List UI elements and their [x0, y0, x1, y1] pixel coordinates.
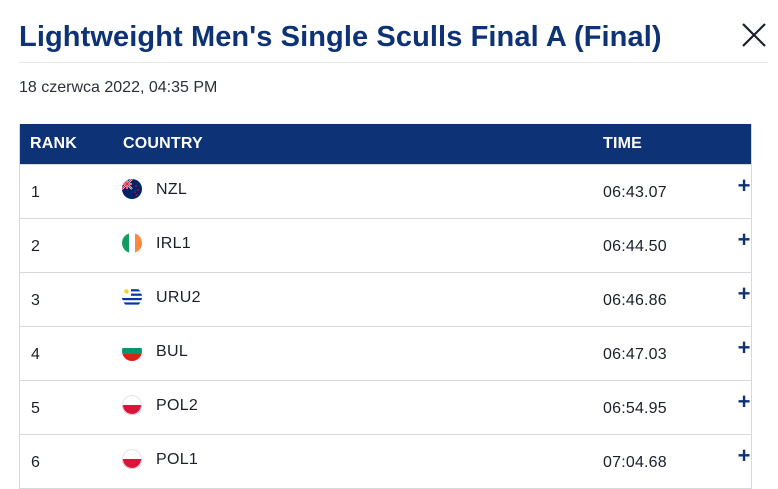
time-cell: 06:44.50	[603, 238, 667, 255]
table-row[interactable]: 1 NZL 06:43.07 +	[20, 164, 751, 218]
rank-cell: 2	[31, 238, 40, 255]
flag-uru-icon	[122, 287, 142, 307]
table-row[interactable]: 3 URU2 06:46.86 +	[20, 272, 751, 326]
time-cell: 06:46.86	[603, 292, 667, 309]
modal-header: Lightweight Men's Single Sculls Final A …	[19, 20, 768, 63]
expand-row-button[interactable]: +	[737, 443, 751, 468]
expand-row-button[interactable]: +	[737, 173, 751, 198]
country-cell: BUL	[156, 343, 189, 360]
column-header-rank: RANK	[30, 135, 78, 152]
flag-irl-icon	[122, 233, 142, 253]
close-button[interactable]	[741, 22, 767, 48]
rank-cell: 5	[31, 400, 40, 417]
table-row[interactable]: 5 POL2 06:54.95 +	[20, 380, 751, 434]
rank-cell: 4	[31, 346, 40, 363]
table-row[interactable]: 2 IRL1 06:44.50 +	[20, 218, 751, 272]
time-cell: 06:43.07	[603, 184, 667, 201]
flag-bul-icon	[122, 341, 142, 361]
table-row[interactable]: 6 POL1 07:04.68 +	[20, 434, 751, 488]
country-cell: POL1	[156, 451, 199, 468]
flag-pol-icon	[122, 449, 142, 469]
results-table: RANK COUNTRY TIME 1 NZL	[19, 124, 752, 489]
flag-nzl-icon	[122, 179, 142, 199]
expand-row-button[interactable]: +	[737, 281, 751, 306]
time-cell: 06:47.03	[603, 346, 667, 363]
rank-cell: 3	[31, 292, 40, 309]
country-cell: NZL	[156, 181, 188, 198]
page-title: Lightweight Men's Single Sculls Final A …	[19, 21, 662, 53]
country-cell: IRL1	[156, 235, 191, 252]
rank-cell: 1	[31, 184, 40, 201]
flag-pol-icon	[122, 395, 142, 415]
country-cell: URU2	[156, 289, 201, 306]
table-row[interactable]: 4 BUL 06:47.03 +	[20, 326, 751, 380]
expand-row-button[interactable]: +	[737, 227, 751, 252]
country-cell: POL2	[156, 397, 199, 414]
race-date: 18 czerwca 2022, 04:35 PM	[19, 79, 218, 96]
rank-cell: 6	[31, 454, 40, 471]
time-cell: 06:54.95	[603, 400, 667, 417]
column-header-time: TIME	[603, 135, 643, 152]
expand-row-button[interactable]: +	[737, 389, 751, 414]
expand-row-button[interactable]: +	[737, 335, 751, 360]
time-cell: 07:04.68	[603, 454, 667, 471]
close-icon	[742, 23, 766, 47]
table-header: RANK COUNTRY TIME	[20, 124, 751, 164]
column-header-country: COUNTRY	[123, 135, 203, 152]
